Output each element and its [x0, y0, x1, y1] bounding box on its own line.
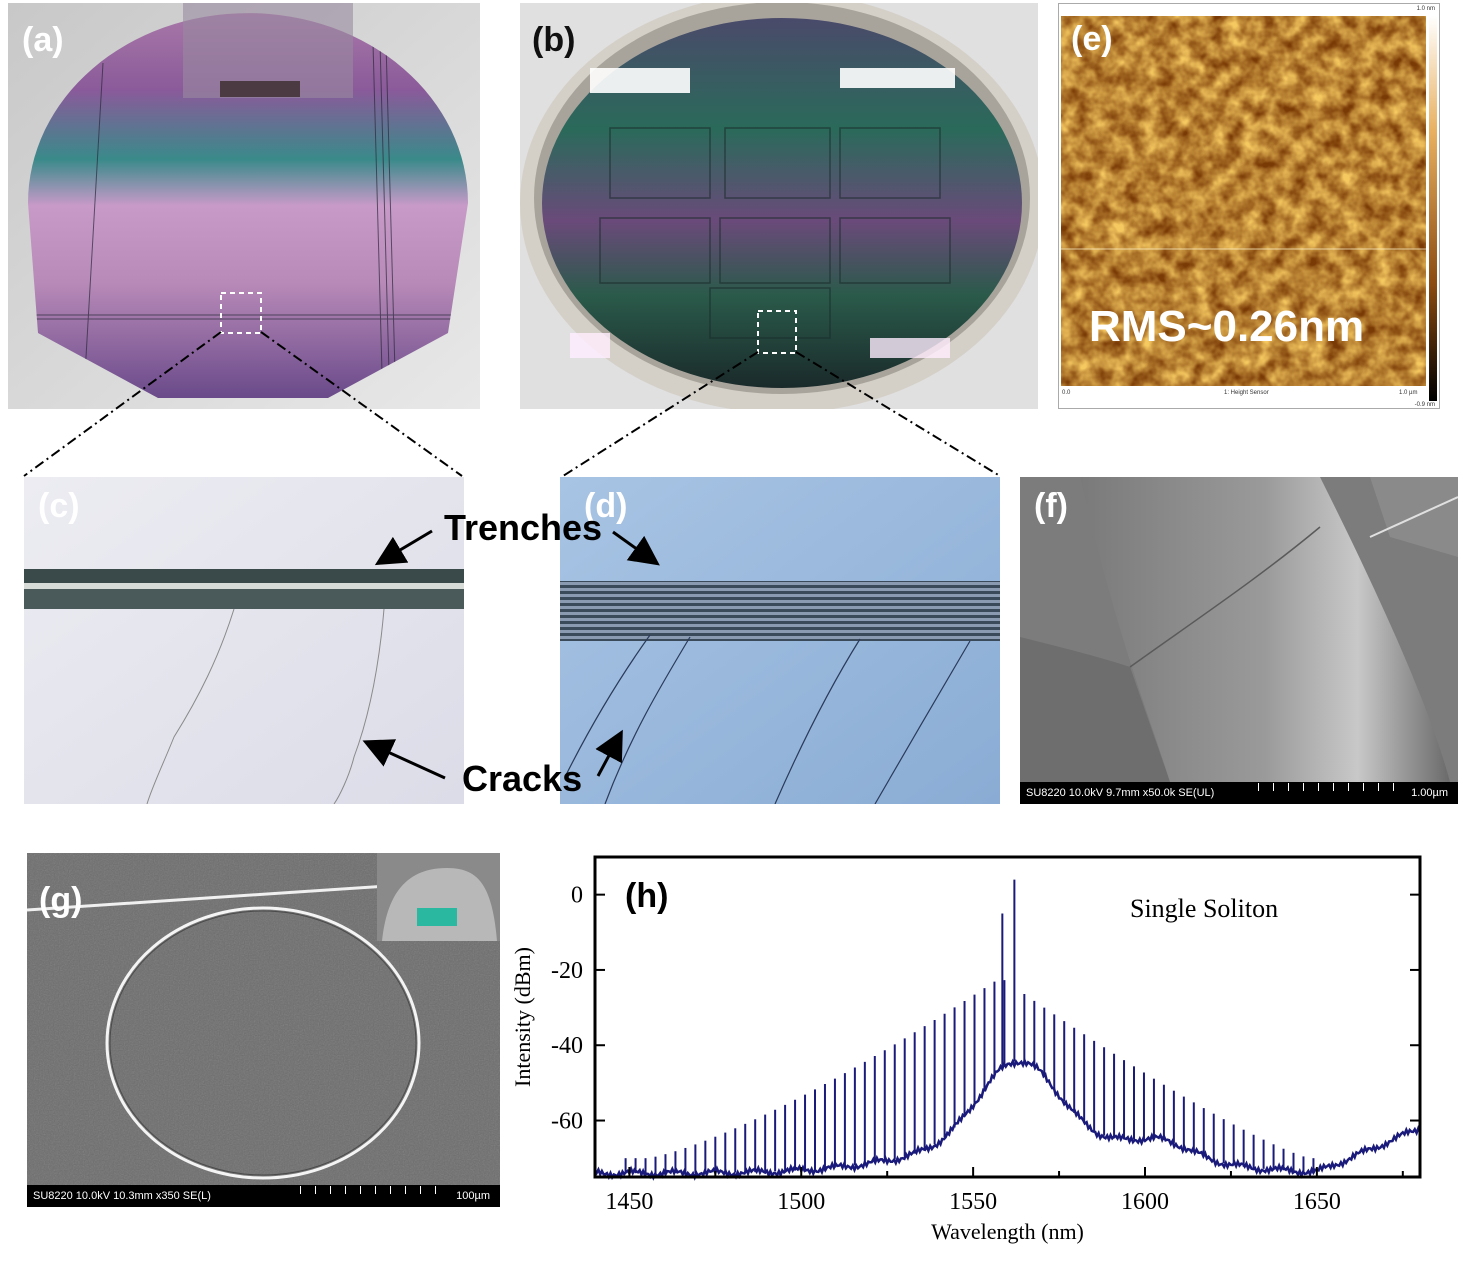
x-tick-label-0: 1450: [605, 1189, 653, 1215]
panel-a-wafer-photo: (a): [8, 3, 480, 409]
y-axis-label: Intensity (dBm): [510, 947, 535, 1087]
panel-g-label: (g): [39, 881, 83, 919]
x-tick-label-3: 1600: [1121, 1189, 1169, 1215]
x-tick-label-2: 1550: [949, 1189, 997, 1215]
panel-d-label: (d): [584, 487, 628, 525]
sem-g-scale: 100µm: [456, 1190, 490, 1202]
panel-g-sem-ring: SU8220 10.0kV 10.3mm x350 SE(L) 100µm (g…: [27, 853, 500, 1207]
sem-g-scale-ticks: [300, 1186, 450, 1194]
afm-axis-right: 1.0 µm: [1399, 390, 1418, 396]
microscope-d-image: [560, 477, 1000, 804]
x-axis-label: Wavelength (nm): [931, 1219, 1084, 1244]
y-axis-ticks: 0 -20 -40 -60: [551, 883, 1420, 1135]
sem-f-info: SU8220 10.0kV 9.7mm x50.0k SE(UL): [1026, 787, 1215, 799]
sem-f-image: [1020, 477, 1458, 804]
chart-title: Single Soliton: [1130, 894, 1278, 923]
y-tick-label-0: 0: [571, 883, 583, 909]
sem-f-info-bar: SU8220 10.0kV 9.7mm x50.0k SE(UL) 1.00µm: [1020, 782, 1458, 804]
panel-h-spectrum: 1450 1500 1550 1600 1650 0 -20 -40 -60 Single S…: [505, 845, 1440, 1250]
sem-g-image: [27, 853, 500, 1185]
y-tick-label-1: -20: [551, 958, 583, 984]
panel-a-label: (a): [22, 21, 64, 59]
panel-f-sem: SU8220 10.0kV 9.7mm x50.0k SE(UL) 1.00µm…: [1020, 477, 1458, 804]
afm-scale-top: 1.0 nm: [1416, 6, 1435, 12]
plot-frame: [593, 855, 1422, 1179]
y-tick-label-3: -60: [551, 1109, 583, 1135]
sem-g-info-bar: SU8220 10.0kV 10.3mm x350 SE(L) 100µm: [27, 1185, 500, 1207]
afm-map: [1061, 16, 1437, 401]
x-axis-ticks: 1450 1500 1550 1600 1650: [605, 1167, 1404, 1215]
zoom-guide-lines: [23, 331, 1001, 477]
panel-e-afm-image: 1.0 nm -0.9 nm 0.0 1: Height Sensor 1.0 …: [1058, 3, 1440, 409]
panel-b-wafer-photo: (b): [520, 3, 1038, 409]
cracks-label: Cracks: [462, 758, 583, 799]
x-tick-label-4: 1650: [1293, 1189, 1341, 1215]
soliton-spectrum-chart: 1450 1500 1550 1600 1650 0 -20 -40 -60 Single S…: [510, 855, 1422, 1244]
panel-h-label: (h): [625, 877, 669, 915]
afm-axis-mid: 1: Height Sensor: [1224, 390, 1269, 396]
x-tick-label-1: 1500: [777, 1189, 825, 1215]
y-tick-label-2: -40: [551, 1033, 583, 1059]
panel-e-label: (e): [1071, 20, 1113, 58]
sem-f-scale-ticks: [1258, 783, 1408, 791]
afm-axis-left: 0.0: [1062, 390, 1071, 396]
panel-b-label: (b): [532, 21, 576, 59]
panel-c-label: (c): [38, 487, 80, 525]
afm-scale-bottom: -0.9 nm: [1414, 402, 1435, 408]
panel-d-microscope: (d): [560, 477, 1000, 804]
spectrum-background-trace: [593, 1057, 1422, 1181]
trenches-label: Trenches: [444, 507, 603, 548]
wafer-a-image: [8, 3, 480, 409]
annotation-arrows: [362, 529, 660, 780]
panel-f-label: (f): [1034, 487, 1068, 525]
sem-f-scale: 1.00µm: [1411, 787, 1448, 799]
wafer-b-image: [520, 3, 1038, 409]
spectrum-lines: [624, 879, 1315, 1174]
rms-roughness-text: RMS~0.26nm: [1089, 302, 1365, 351]
sem-g-info: SU8220 10.0kV 10.3mm x350 SE(L): [33, 1190, 211, 1202]
